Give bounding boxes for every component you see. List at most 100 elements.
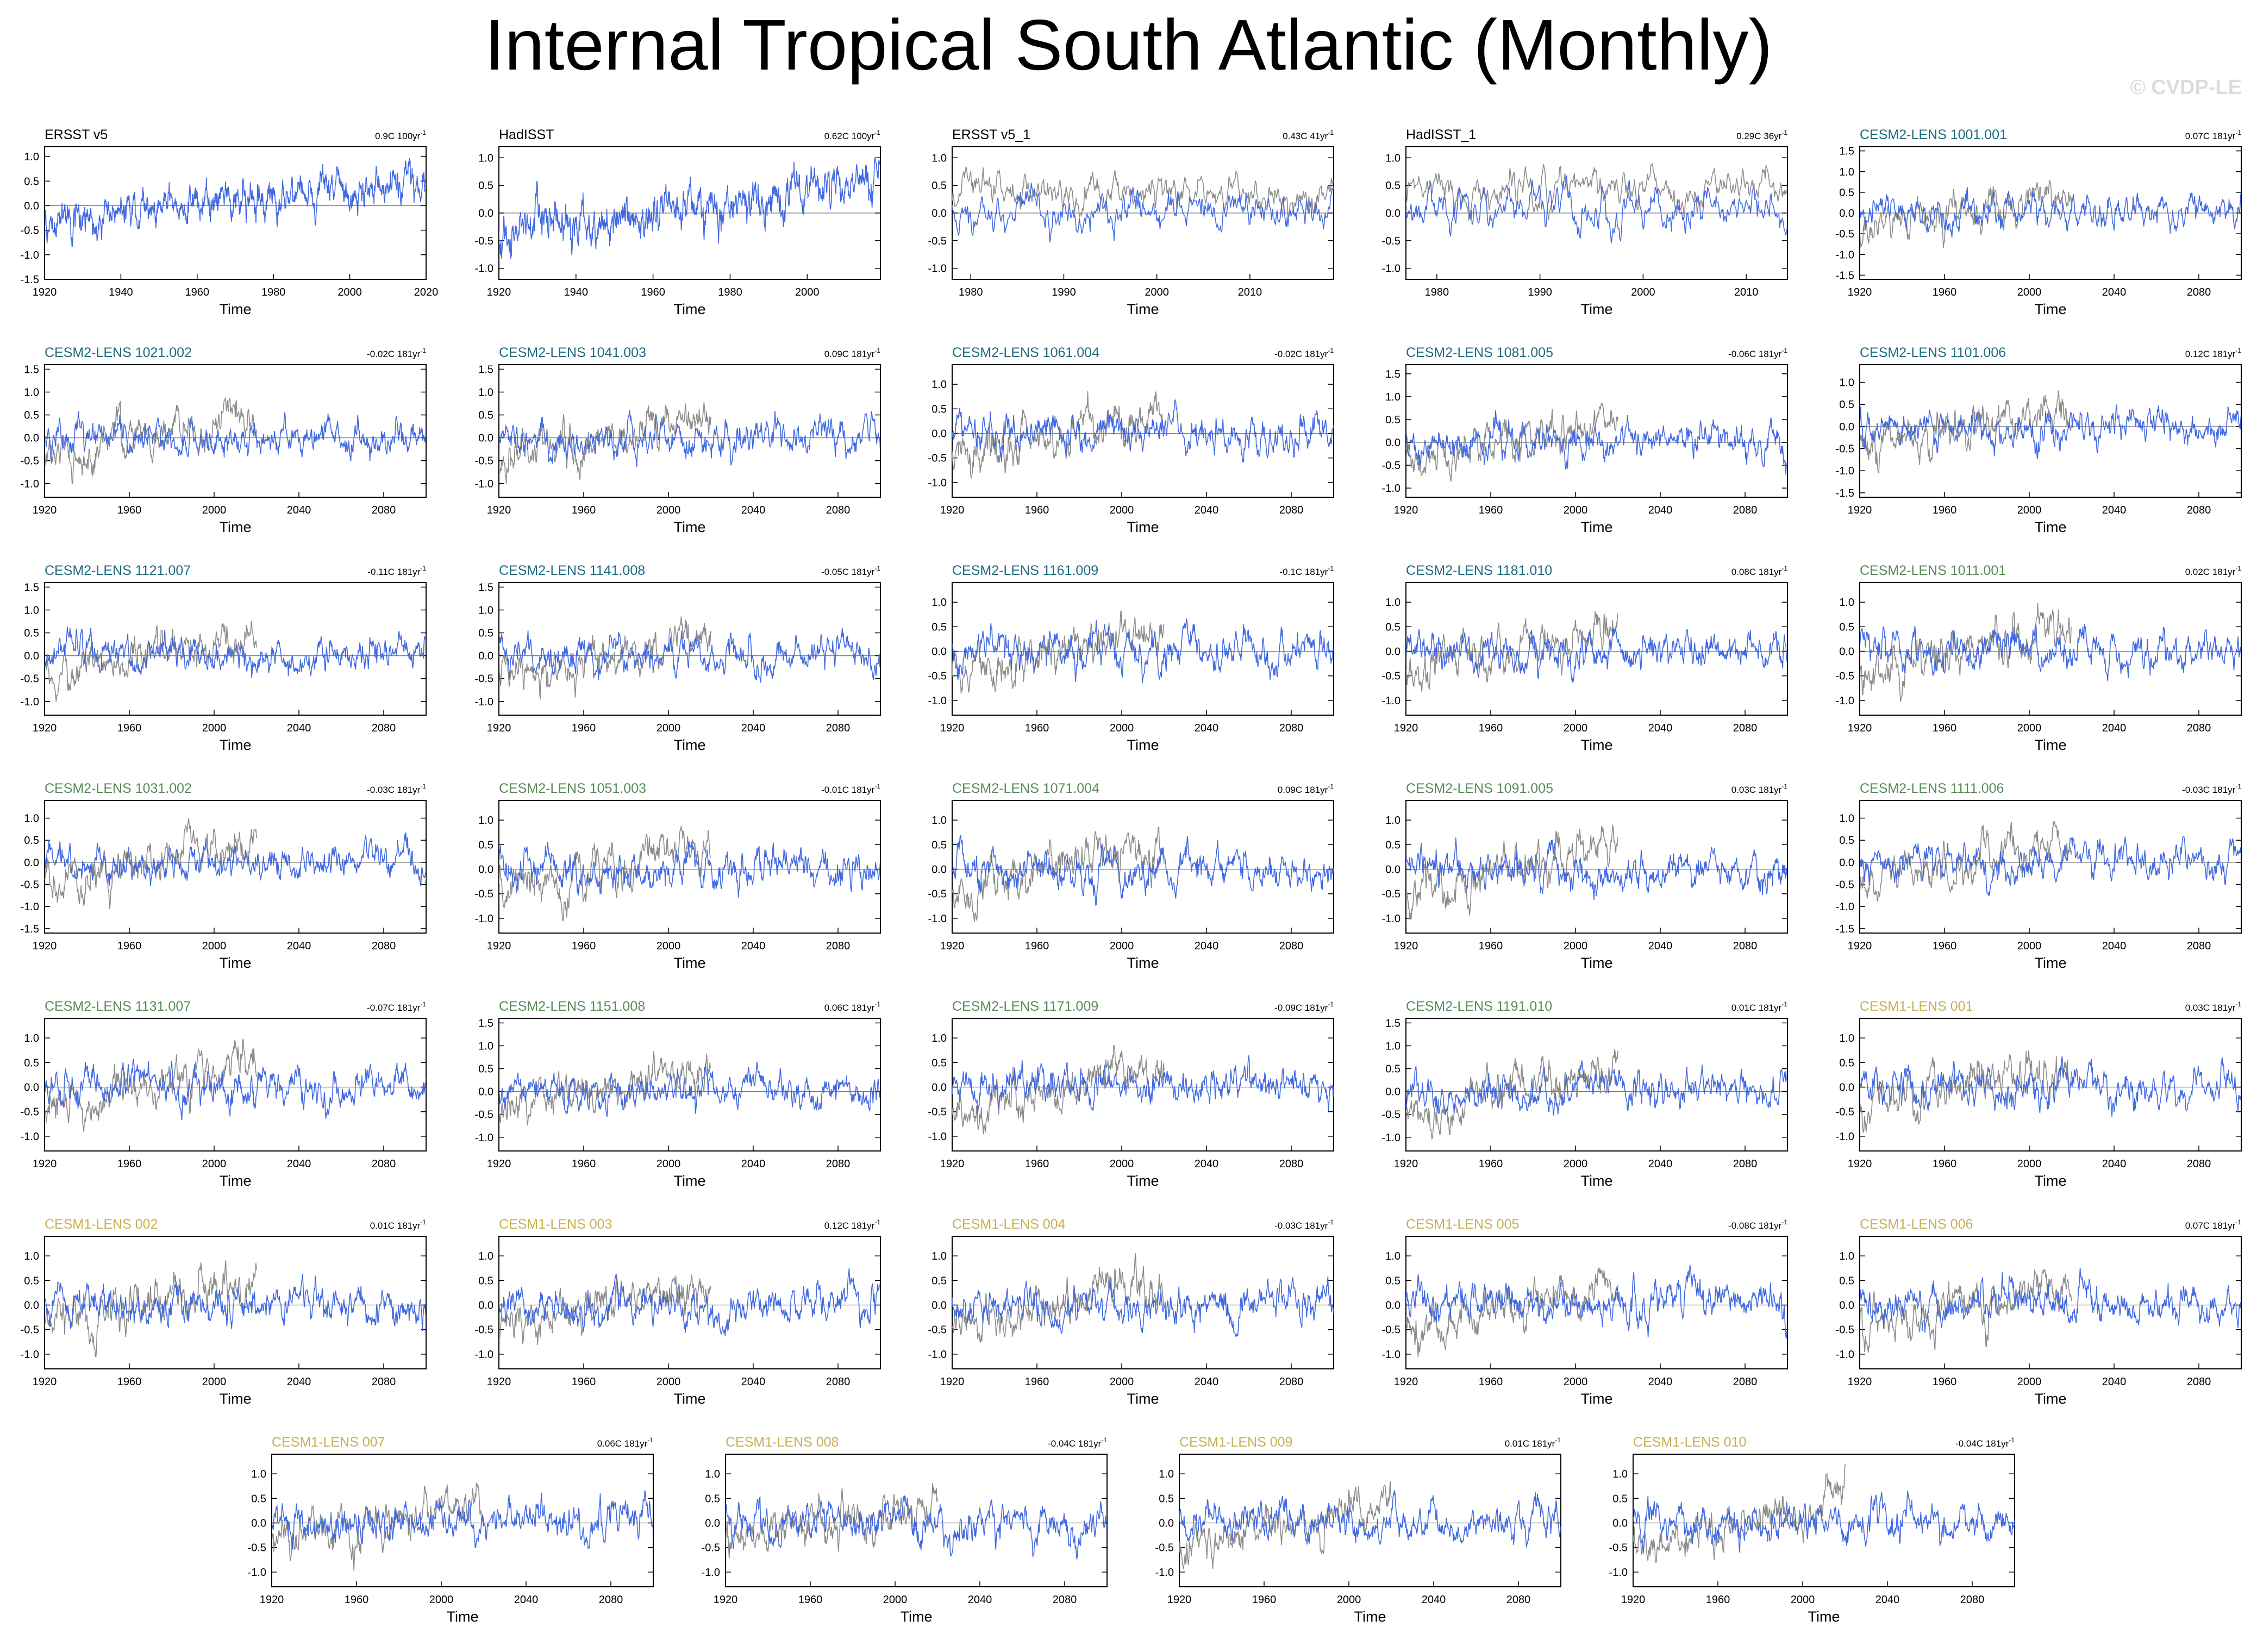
panel: CESM2-LENS 1151.008 0.06C 181yr-1 1.5 1.0 0.…: [475, 999, 881, 1189]
plot-frame: [1405, 364, 1788, 498]
x-tick-label: 1960: [572, 1158, 596, 1170]
plot-frame: [952, 582, 1334, 716]
y-tick-label: -0.5: [1836, 879, 1854, 891]
y-tick-label: 0.0: [1159, 1518, 1174, 1530]
x-tick-label: 2040: [741, 1376, 766, 1388]
series-group: [45, 1260, 426, 1357]
y-tick-label: 0.5: [931, 1057, 947, 1069]
model-line: [45, 158, 426, 247]
model-line: [499, 628, 880, 683]
y-tick-label: -0.5: [248, 1542, 266, 1554]
obs-line: [952, 1044, 1165, 1135]
model-line: [45, 1058, 426, 1121]
x-tick-label: 1920: [33, 722, 57, 734]
panel: CESM2-LENS 1181.010 0.08C 181yr-1 1.0 0.5 0.…: [1382, 563, 1788, 753]
panel: CESM2-LENS 1061.004 -0.02C 181yr-1 1.0 0.5 0…: [928, 345, 1334, 535]
panel-title: CESM1-LENS 004: [952, 1217, 1066, 1232]
y-tick-label: 0.5: [1839, 187, 1854, 199]
y-tick-label: 0.5: [251, 1493, 266, 1505]
y-tick-label: -1.0: [1836, 1349, 1854, 1361]
x-tick-label: 1920: [487, 286, 511, 298]
y-tick-label: 1.0: [1385, 815, 1401, 827]
x-tick-label: 1920: [940, 1158, 965, 1170]
panel: CESM1-LENS 001 0.03C 181yr-1 1.0 0.5 0.0 -0.5…: [1836, 999, 2242, 1189]
obs-line: [499, 1051, 711, 1125]
y-tick-label: -1.0: [475, 478, 493, 490]
y-tick-label: 0.0: [931, 864, 947, 876]
y-tick-label: -0.5: [475, 455, 493, 467]
x-axis-label: Time: [674, 737, 706, 753]
x-tick-label: 2000: [1631, 286, 1655, 298]
y-tick-label: 1.0: [251, 1468, 266, 1480]
x-tick-label: 2080: [2187, 504, 2211, 516]
x-tick-label: 2080: [826, 1376, 851, 1388]
obs-line: [1179, 1481, 1392, 1569]
x-tick-label: 2040: [287, 1158, 311, 1170]
y-tick-label: 0.0: [1385, 437, 1401, 449]
panel-title: CESM1-LENS 002: [45, 1217, 158, 1232]
y-tick-label: 1.0: [1612, 1468, 1628, 1480]
plot-frame: [498, 1236, 881, 1369]
x-tick-label: 2000: [657, 504, 681, 516]
panel: CESM2-LENS 1001.001 0.07C 181yr-1 1.5 1.0 0.…: [1836, 127, 2242, 317]
y-tick-label: 1.5: [24, 581, 39, 593]
y-tick-label: -0.5: [1382, 1109, 1401, 1121]
x-tick-label: 2080: [1279, 1376, 1304, 1388]
panel-title: CESM1-LENS 007: [272, 1435, 385, 1450]
y-tick-label: 1.0: [1839, 813, 1854, 825]
y-tick-label: -0.5: [928, 888, 947, 900]
series-group: [726, 1482, 1107, 1560]
y-tick-label: 1.5: [24, 364, 39, 376]
y-tick-label: 0.0: [24, 200, 39, 212]
y-tick-label: 0.0: [931, 1082, 947, 1094]
y-tick-label: 1.0: [1839, 377, 1854, 389]
x-tick-label: 2080: [1279, 940, 1304, 952]
x-axis-label: Time: [1127, 301, 1159, 317]
x-tick-label: 2000: [202, 1376, 227, 1388]
model-line: [1406, 837, 1787, 900]
model-line: [499, 158, 880, 259]
series-group: [499, 825, 880, 922]
y-tick-label: 0.0: [1839, 421, 1854, 433]
series-group: [952, 610, 1334, 693]
y-tick-label: 0.5: [478, 1275, 493, 1287]
x-tick-label: 2040: [287, 1376, 311, 1388]
series-group: [499, 402, 880, 484]
x-tick-label: 2040: [741, 940, 766, 952]
plot-frame: [44, 1236, 427, 1369]
x-tick-label: 1960: [1479, 1376, 1503, 1388]
obs-line: [45, 1260, 257, 1357]
x-tick-label: 2040: [1422, 1594, 1446, 1606]
y-tick-label: 0.5: [931, 1275, 947, 1287]
x-tick-label: 2000: [2017, 286, 2042, 298]
panel: CESM2-LENS 1081.005 -0.06C 181yr-1 1.5 1.0 0…: [1382, 345, 1788, 535]
plot-frame: [952, 1236, 1334, 1369]
y-tick-label: -0.5: [928, 671, 947, 683]
y-tick-label: 0.5: [1385, 621, 1401, 633]
y-tick-label: -1.0: [21, 696, 39, 708]
y-tick-label: 0.5: [1385, 1275, 1401, 1287]
x-tick-label: 2080: [2187, 1376, 2211, 1388]
x-tick-label: 2080: [1960, 1594, 1985, 1606]
trend-label: 0.09C 181yr-1: [1278, 783, 1334, 795]
x-tick-label: 2080: [599, 1594, 623, 1606]
series-group: [45, 621, 426, 702]
series-group: [1860, 1050, 2241, 1133]
y-tick-label: 1.0: [1159, 1468, 1174, 1480]
trend-label: -0.01C 181yr-1: [821, 783, 880, 795]
y-tick-label: -0.5: [1836, 671, 1854, 683]
y-tick-label: 0.5: [24, 628, 39, 640]
y-tick-label: 0.0: [251, 1518, 266, 1530]
y-tick-label: -0.5: [21, 1106, 39, 1118]
model-line: [499, 841, 880, 898]
x-axis-label: Time: [2035, 737, 2067, 753]
y-tick-label: 1.0: [1385, 1250, 1401, 1262]
panel-title: CESM2-LENS 1051.003: [499, 781, 646, 796]
model-line: [952, 399, 1334, 462]
panel-title: CESM2-LENS 1141.008: [499, 563, 645, 578]
y-tick-label: 0.5: [1839, 399, 1854, 411]
y-tick-label: -0.5: [475, 1109, 493, 1121]
panel-title: HadISST: [499, 127, 554, 142]
model-line: [45, 411, 426, 464]
x-tick-label: 2000: [1337, 1594, 1361, 1606]
